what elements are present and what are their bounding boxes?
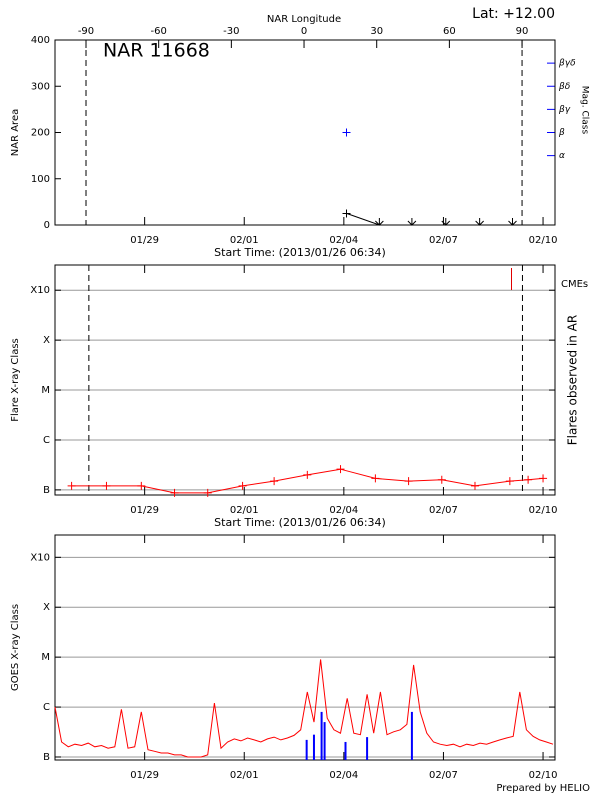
plot-frame xyxy=(54,264,556,496)
y-tick-label: X10 xyxy=(30,285,50,296)
x2-tick-label: 0 xyxy=(301,26,307,37)
x-tick-label: 02/01 xyxy=(230,770,259,781)
cme-label: CMEs xyxy=(561,279,588,290)
x-tick-label: 02/04 xyxy=(329,505,358,516)
marker xyxy=(441,218,451,226)
marker xyxy=(524,475,533,484)
flare-bar xyxy=(312,734,315,760)
marker xyxy=(470,481,479,490)
y-tick-label: 100 xyxy=(31,174,50,185)
y2-tick-label: βδ xyxy=(558,82,571,92)
plot-frame xyxy=(54,534,556,761)
marker xyxy=(102,481,111,490)
marker xyxy=(539,474,548,483)
x-axis-label: Start Time: (2013/01/26 06:34) xyxy=(214,246,386,259)
y-tick-label: M xyxy=(41,652,50,663)
marker xyxy=(137,481,146,490)
series-line xyxy=(54,659,554,758)
y-tick-label: 400 xyxy=(31,35,50,46)
x-tick-label: 02/04 xyxy=(329,770,358,781)
x2-tick-label: 60 xyxy=(443,26,456,37)
marker xyxy=(303,470,312,479)
x-tick-label: 01/29 xyxy=(130,235,159,246)
x2-tick-label: 30 xyxy=(370,26,383,37)
marker xyxy=(336,465,345,474)
flare-bar xyxy=(410,711,413,760)
x2-tick-label: -90 xyxy=(78,26,94,37)
x-tick-label: 02/01 xyxy=(230,505,259,516)
y-tick-label: B xyxy=(43,485,50,496)
marker xyxy=(475,218,484,226)
marker xyxy=(407,218,417,226)
x-tick-label: 02/10 xyxy=(529,235,558,246)
marker xyxy=(505,477,514,486)
marker xyxy=(342,209,351,218)
y2-tick-label: β xyxy=(558,128,565,138)
y2-tick-label: βγδ xyxy=(558,59,576,69)
marker xyxy=(342,128,351,137)
footer: Prepared by HELIO xyxy=(496,783,590,794)
marker xyxy=(404,477,413,486)
flare-bar xyxy=(305,739,308,760)
y2-axis-label: Flares observed in AR xyxy=(566,315,580,445)
x2-axis-label: NAR Longitude xyxy=(267,14,341,25)
flare-bar xyxy=(320,711,323,760)
series-line xyxy=(346,212,513,226)
y-tick-label: B xyxy=(43,752,50,763)
y2-tick-label: α xyxy=(559,151,565,161)
y2-axis-label: Mag. Class xyxy=(580,86,590,135)
x-tick-label: 02/04 xyxy=(329,235,358,246)
x-tick-label: 01/29 xyxy=(130,505,159,516)
chart-title: NAR 11668 xyxy=(103,40,210,62)
marker xyxy=(203,488,212,497)
y-tick-label: X xyxy=(43,602,50,613)
x-tick-label: 02/07 xyxy=(429,770,458,781)
marker xyxy=(238,481,247,490)
marker xyxy=(508,218,517,226)
series-line xyxy=(71,468,544,494)
y-axis-label: Flare X-ray Class xyxy=(10,338,21,422)
x2-tick-label: 90 xyxy=(516,26,529,37)
flare-bar xyxy=(323,722,326,760)
flare-bar xyxy=(366,737,369,760)
y-tick-label: 300 xyxy=(31,81,50,92)
latitude: Lat: +12.00 xyxy=(472,6,555,22)
x-tick-label: 02/10 xyxy=(529,770,558,781)
y2-tick-label: βγ xyxy=(558,105,571,115)
marker xyxy=(67,481,76,490)
x-tick-label: 01/29 xyxy=(130,770,159,781)
y-tick-label: 0 xyxy=(44,220,50,231)
plot-frame xyxy=(54,39,556,226)
x-tick-label: 02/10 xyxy=(529,505,558,516)
y-tick-label: C xyxy=(43,702,50,713)
x-axis-label: Start Time: (2013/01/26 06:34) xyxy=(214,516,386,529)
marker xyxy=(270,477,279,486)
x-tick-label: 02/07 xyxy=(429,235,458,246)
marker xyxy=(375,218,384,226)
marker xyxy=(437,475,446,484)
y-axis-label: GOES X-ray Class xyxy=(10,604,21,691)
x-tick-label: 02/07 xyxy=(429,505,458,516)
flare-bar xyxy=(344,741,347,760)
y-tick-label: X xyxy=(43,335,50,346)
y-tick-label: M xyxy=(41,385,50,396)
marker xyxy=(371,474,380,483)
y-tick-label: X10 xyxy=(30,552,50,563)
x2-tick-label: -30 xyxy=(223,26,239,37)
y-tick-label: 200 xyxy=(31,128,50,139)
x-tick-label: 02/01 xyxy=(230,235,259,246)
x2-tick-label: -60 xyxy=(151,26,167,37)
y-tick-label: C xyxy=(43,435,50,446)
y-axis-label: NAR Area xyxy=(10,109,21,156)
marker xyxy=(170,488,179,497)
